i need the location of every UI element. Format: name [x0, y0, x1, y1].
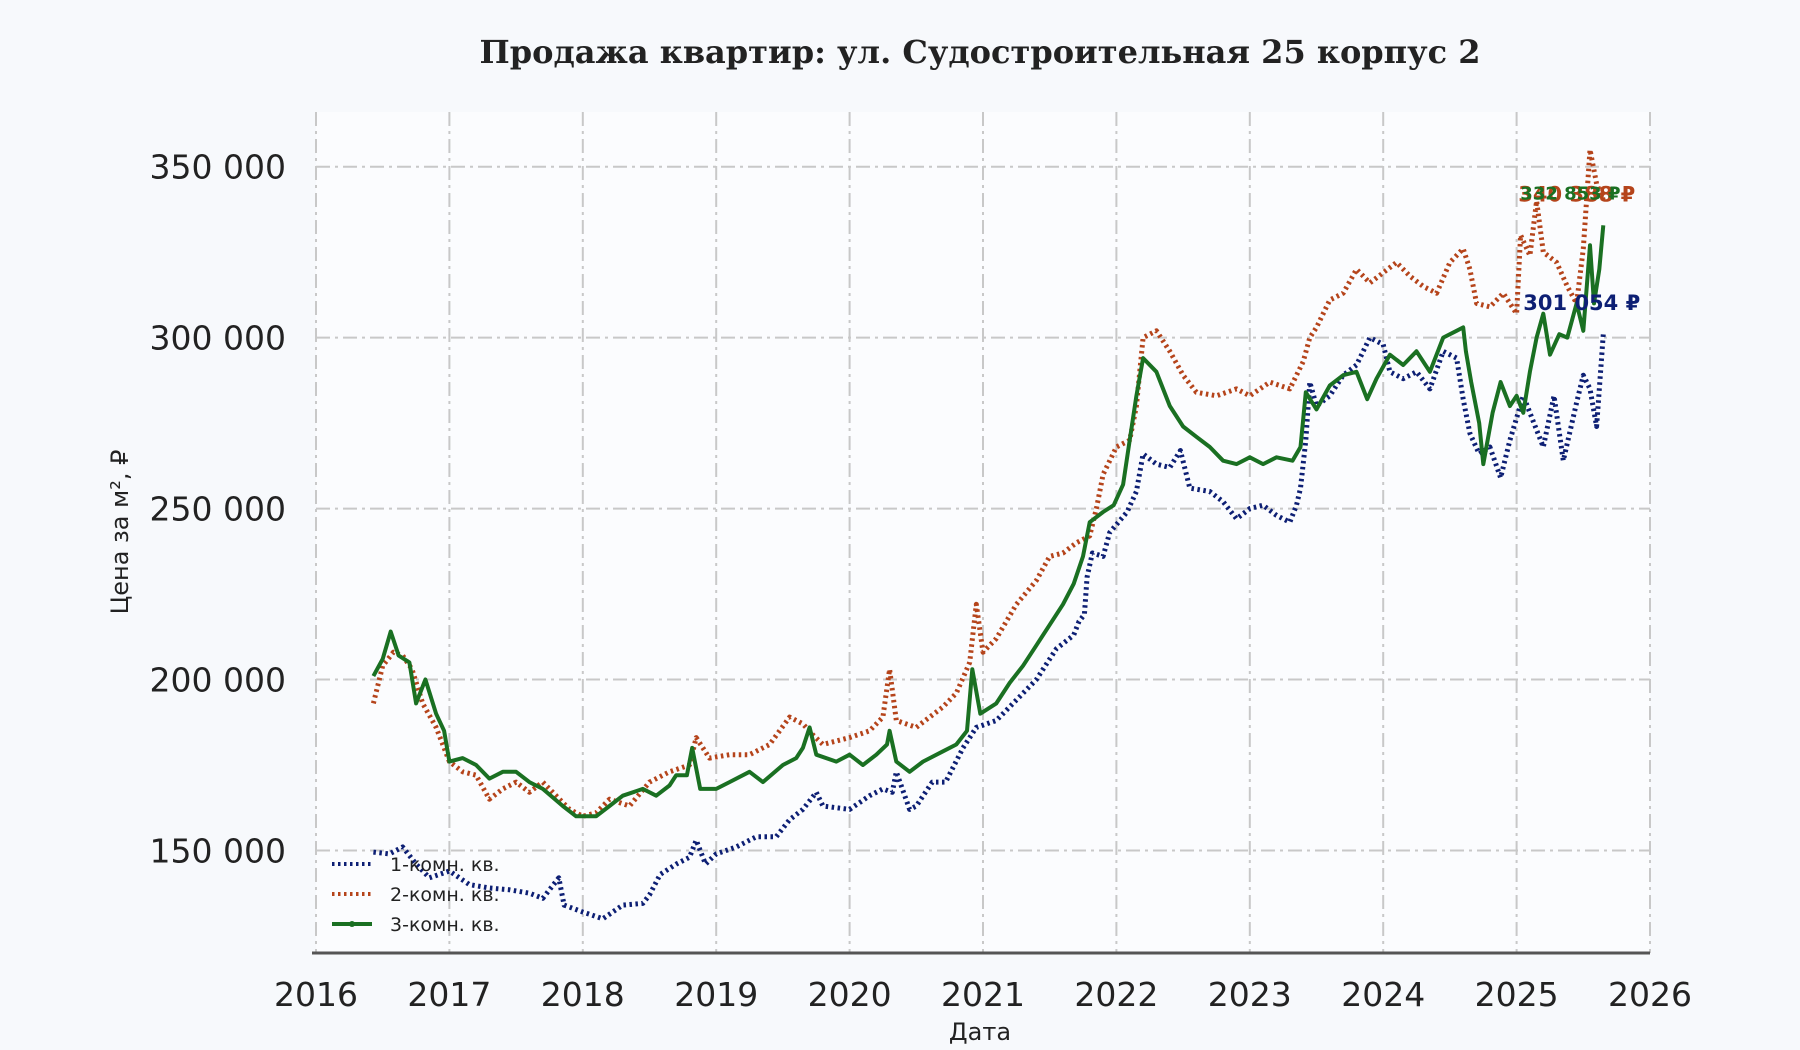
y-tick-label: 150 000 [150, 831, 286, 870]
x-tick-label: 2026 [1608, 975, 1692, 1014]
series-line-3 [371, 225, 1606, 819]
y-tick-label: 200 000 [150, 661, 286, 700]
x-axis-ticks: 2016 2017 2018 2019 2020 2021 2022 2023 2024 2025… [274, 975, 1692, 1014]
x-tick-label: 2022 [1074, 975, 1158, 1014]
x-tick-label: 2024 [1341, 975, 1425, 1014]
x-axis-label: Дата [949, 1018, 1011, 1046]
chart-title: Продажа квартир: ул. Судостроительная 25… [480, 33, 1481, 71]
legend-marker [349, 921, 355, 927]
legend-label: 2-комн. кв. [390, 884, 500, 906]
y-axis-ticks: 150 000 200 000 250 000 300 000 350 000 [150, 148, 286, 871]
grid [315, 112, 1651, 953]
legend: 1-комн. кв. 2-комн. кв. 3-комн. кв. [332, 854, 500, 936]
x-tick-label: 2021 [941, 975, 1025, 1014]
x-tick-label: 2019 [674, 975, 758, 1014]
x-tick-label: 2025 [1475, 975, 1559, 1014]
x-tick-label: 2023 [1208, 975, 1292, 1014]
x-tick-label: 2016 [274, 975, 358, 1014]
legend-label: 3-комн. кв. [390, 914, 500, 936]
y-tick-label: 250 000 [150, 490, 286, 529]
series-line-1 [373, 333, 1606, 922]
series-end-label: 301 054 ₽ [1523, 291, 1640, 315]
y-axis-label: Цена за м², ₽ [106, 450, 134, 615]
x-tick-label: 2018 [541, 975, 625, 1014]
end-labels: 301 054 ₽ 340 388 ₽332 853 ₽ [1518, 183, 1640, 315]
series-layer [370, 147, 1606, 922]
series-end-label: 340 388 ₽ [1518, 183, 1635, 207]
legend-label: 1-комн. кв. [390, 854, 500, 876]
series-end-label: 332 853 ₽ [1520, 183, 1620, 204]
x-tick-label: 2020 [808, 975, 892, 1014]
y-tick-label: 300 000 [150, 319, 286, 358]
y-tick-label: 350 000 [150, 148, 286, 187]
x-tick-label: 2017 [407, 975, 491, 1014]
